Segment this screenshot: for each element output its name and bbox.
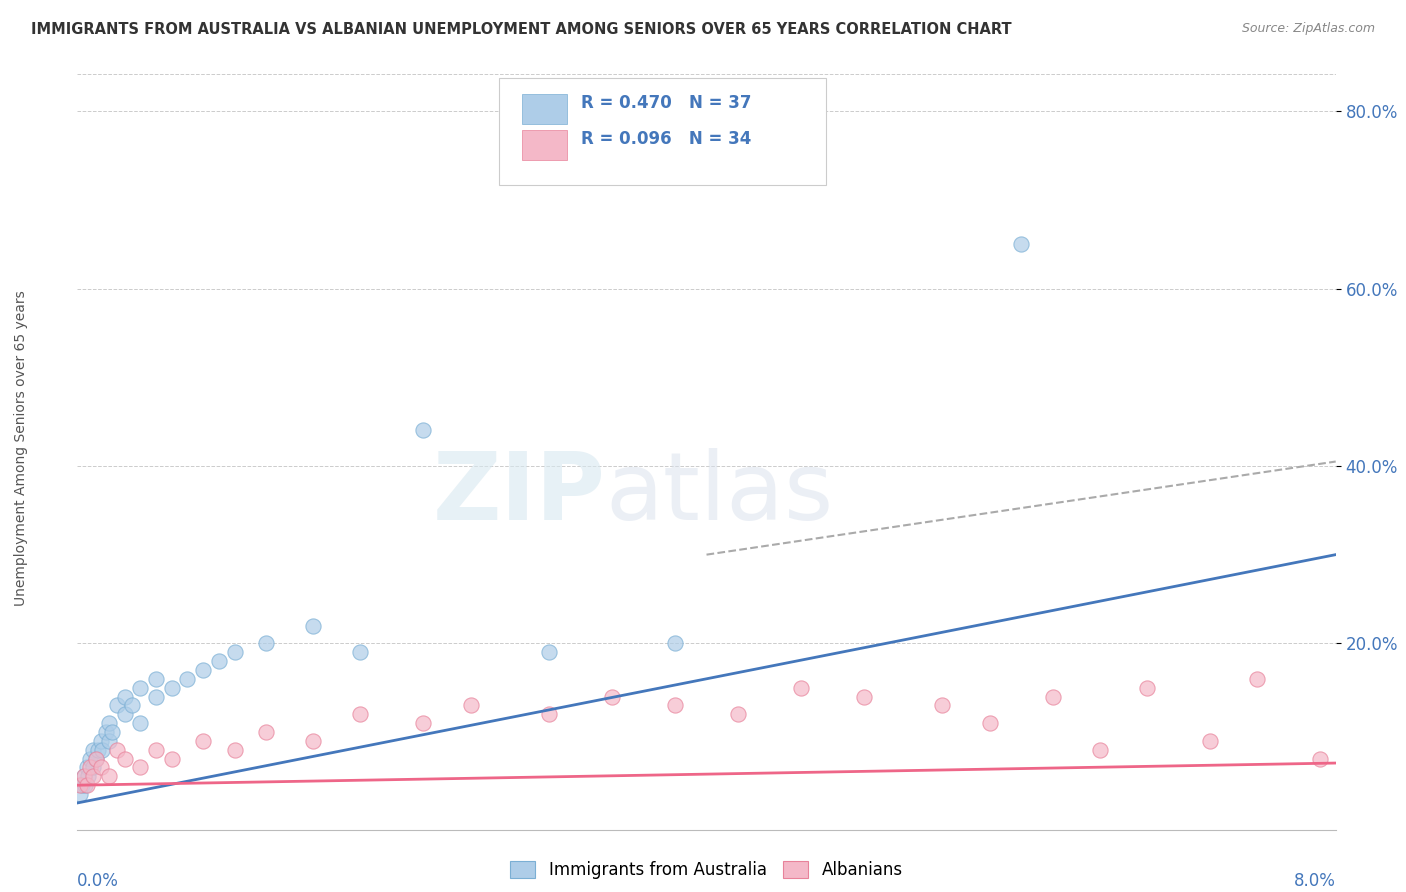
Text: 0.0%: 0.0%: [77, 871, 120, 889]
Point: [160, 681, 183, 695]
Point: [129, 760, 152, 774]
Point: [77, 769, 100, 783]
Text: Source: ZipAtlas.com: Source: ZipAtlas.com: [1241, 22, 1375, 36]
Point: [84, 751, 107, 765]
Point: [460, 698, 482, 713]
Point: [979, 716, 1001, 731]
Point: [114, 751, 136, 765]
Point: [191, 734, 215, 748]
Point: [208, 654, 231, 668]
Text: ZIP: ZIP: [433, 448, 606, 540]
Point: [145, 743, 167, 757]
Point: [82, 769, 104, 783]
Point: [105, 698, 128, 713]
Point: [176, 672, 198, 686]
Point: [191, 663, 215, 677]
Point: [114, 690, 136, 704]
Text: R = 0.470   N = 37: R = 0.470 N = 37: [581, 94, 751, 112]
Text: 8.0%: 8.0%: [1294, 871, 1336, 889]
Point: [72, 769, 94, 783]
FancyBboxPatch shape: [499, 78, 827, 186]
FancyBboxPatch shape: [522, 130, 567, 160]
Text: Unemployment Among Seniors over 65 years: Unemployment Among Seniors over 65 years: [14, 291, 28, 606]
Point: [90, 734, 112, 748]
Point: [600, 690, 623, 704]
Point: [90, 760, 112, 774]
Point: [349, 707, 371, 722]
Point: [1010, 237, 1032, 252]
Point: [302, 734, 325, 748]
Point: [121, 698, 143, 713]
Point: [76, 760, 98, 774]
Point: [1309, 751, 1331, 765]
Point: [91, 743, 114, 757]
Point: [72, 769, 94, 783]
FancyBboxPatch shape: [522, 95, 567, 124]
Text: atlas: atlas: [606, 448, 834, 540]
Point: [790, 681, 813, 695]
Point: [931, 698, 953, 713]
Point: [82, 743, 104, 757]
Point: [224, 645, 246, 659]
Point: [84, 751, 107, 765]
Point: [145, 690, 167, 704]
Point: [79, 760, 101, 774]
Point: [1088, 743, 1111, 757]
Point: [1136, 681, 1159, 695]
Point: [1246, 672, 1268, 686]
Point: [664, 636, 686, 650]
Point: [75, 778, 97, 792]
Point: [664, 698, 686, 713]
Point: [538, 645, 561, 659]
Point: [87, 743, 110, 757]
Text: R = 0.096   N = 34: R = 0.096 N = 34: [581, 130, 751, 148]
Point: [412, 716, 434, 731]
Point: [412, 424, 434, 438]
Point: [114, 707, 136, 722]
Point: [254, 725, 277, 739]
Point: [129, 716, 152, 731]
Point: [538, 707, 561, 722]
Point: [105, 743, 128, 757]
Point: [69, 787, 91, 801]
Point: [302, 618, 325, 632]
Point: [97, 734, 120, 748]
Point: [852, 690, 875, 704]
Point: [145, 672, 167, 686]
Point: [349, 645, 371, 659]
Point: [82, 760, 104, 774]
Point: [94, 725, 117, 739]
Point: [224, 743, 246, 757]
Point: [1198, 734, 1220, 748]
Legend: Immigrants from Australia, Albanians: Immigrants from Australia, Albanians: [503, 855, 910, 886]
Point: [70, 778, 93, 792]
Point: [254, 636, 277, 650]
Point: [79, 751, 101, 765]
Point: [129, 681, 152, 695]
Point: [160, 751, 183, 765]
Point: [1042, 690, 1064, 704]
Point: [101, 725, 124, 739]
Point: [69, 778, 91, 792]
Point: [727, 707, 749, 722]
Text: IMMIGRANTS FROM AUSTRALIA VS ALBANIAN UNEMPLOYMENT AMONG SENIORS OVER 65 YEARS C: IMMIGRANTS FROM AUSTRALIA VS ALBANIAN UN…: [31, 22, 1011, 37]
Point: [76, 778, 98, 792]
Point: [97, 716, 120, 731]
Point: [97, 769, 120, 783]
